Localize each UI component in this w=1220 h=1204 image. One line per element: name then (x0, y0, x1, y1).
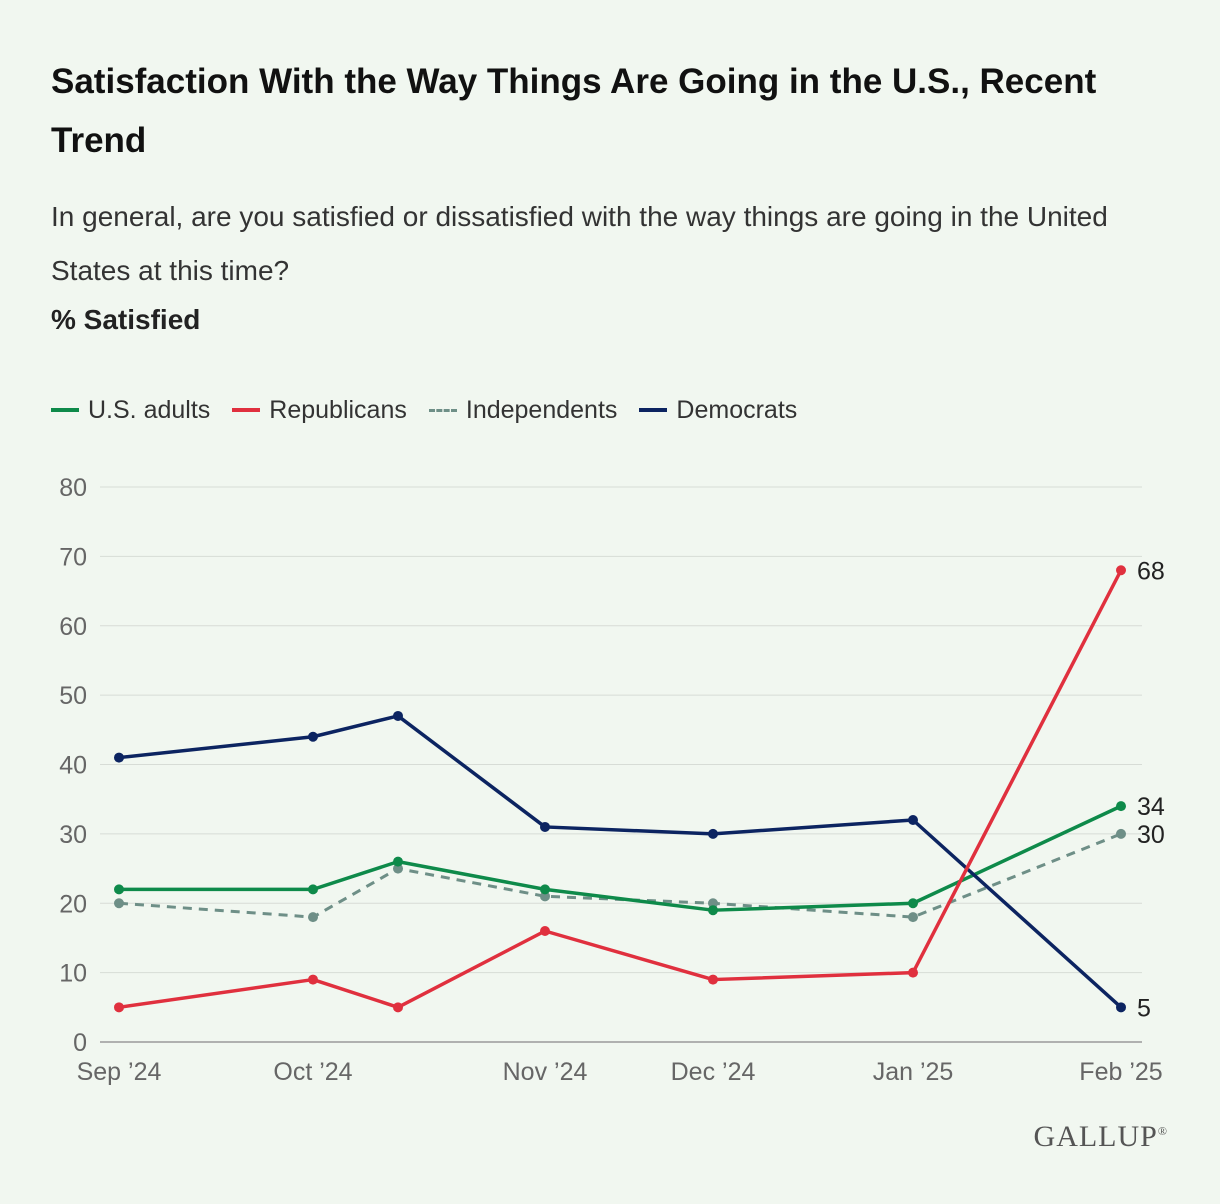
legend-label-democrats: Democrats (676, 395, 798, 424)
end-label-independents: 30 (1137, 821, 1165, 849)
x-tick-label: Nov ’24 (503, 1058, 588, 1086)
data-point-republicans (1116, 565, 1126, 576)
gallup-logo: GALLUP® (1034, 1120, 1168, 1154)
x-tick-label: Oct ’24 (273, 1058, 352, 1086)
data-point-democrats (540, 821, 550, 832)
data-point-u-s-adults (308, 884, 318, 895)
logo-registered-mark: ® (1157, 1124, 1168, 1138)
data-point-u-s-adults (1116, 801, 1126, 812)
data-point-u-s-adults (114, 884, 124, 895)
legend-item-independents: Independents (428, 395, 618, 425)
data-point-democrats (308, 731, 318, 742)
data-point-republicans (708, 974, 718, 985)
x-tick-label: Jan ’25 (873, 1058, 954, 1086)
x-tick-label: Feb ’25 (1079, 1058, 1162, 1086)
data-point-u-s-adults (540, 884, 550, 895)
end-label-republicans: 68 (1137, 557, 1165, 585)
measure-label: % Satisfied (51, 304, 201, 335)
legend-swatch-democrats (639, 408, 668, 412)
end-label-democrats: 5 (1137, 994, 1151, 1022)
data-point-u-s-adults (708, 905, 718, 916)
y-tick-label: 20 (59, 890, 87, 918)
data-point-independents (393, 863, 403, 874)
data-point-republicans (908, 967, 918, 978)
y-tick-label: 40 (59, 752, 87, 780)
data-point-independents (708, 898, 718, 909)
legend-label-independents: Independents (465, 395, 618, 424)
legend-item-democrats: Democrats (639, 396, 797, 425)
y-tick-label: 60 (59, 613, 87, 641)
y-tick-label: 50 (59, 682, 87, 710)
data-point-independents (308, 912, 318, 923)
y-tick-label: 30 (59, 821, 87, 849)
data-point-democrats (908, 815, 918, 825)
data-point-independents (1116, 828, 1126, 839)
legend-swatch-independents (428, 408, 457, 412)
legend-swatch-republicans (232, 408, 261, 412)
legend-label-us-adults: U.S. adults (88, 395, 211, 424)
end-label-u-s-adults: 34 (1137, 793, 1165, 821)
data-point-democrats (393, 710, 403, 721)
data-point-independents (540, 891, 550, 902)
x-tick-label: Dec ’24 (671, 1058, 756, 1086)
chart-legend: U.S. adults Republicans Independents Dem… (51, 392, 819, 428)
data-point-independents (908, 912, 918, 923)
data-point-u-s-adults (393, 856, 403, 867)
legend-item-us-adults: U.S. adults (51, 396, 210, 425)
legend-label-republicans: Republicans (269, 395, 407, 424)
y-tick-label: 70 (59, 543, 87, 571)
chart-title: Satisfaction With the Way Things Are Goi… (51, 62, 1097, 160)
data-point-democrats (1116, 1002, 1126, 1013)
y-tick-label: 80 (59, 474, 87, 502)
data-point-republicans (114, 1002, 124, 1013)
series-line-republicans (118, 569, 1123, 1010)
data-point-republicans (393, 1002, 403, 1013)
chart-subtitle: In general, are you satisfied or dissati… (51, 201, 1108, 286)
legend-item-republicans: Republicans (232, 396, 407, 425)
data-point-u-s-adults (908, 898, 918, 909)
data-point-democrats (708, 828, 718, 839)
x-tick-label: Sep ’24 (77, 1058, 162, 1086)
data-point-republicans (540, 926, 550, 936)
data-point-independents (114, 898, 124, 909)
data-point-democrats (114, 752, 124, 763)
legend-swatch-us-adults (51, 408, 79, 412)
y-tick-label: 0 (73, 1029, 87, 1057)
y-tick-label: 10 (59, 960, 87, 988)
logo-text: GALLUP (1033, 1120, 1158, 1153)
data-point-republicans (308, 974, 318, 985)
